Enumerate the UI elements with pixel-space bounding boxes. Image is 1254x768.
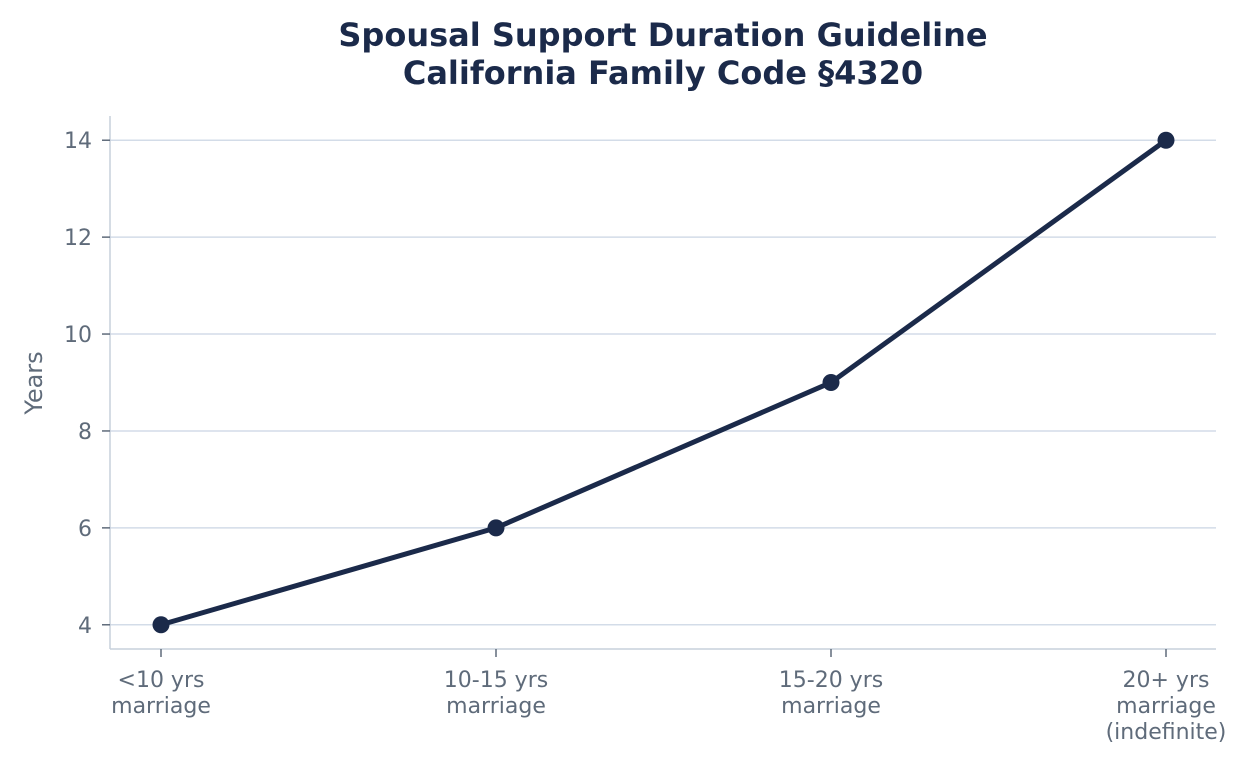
x-tick-label: <10 yrs marriage (111, 668, 211, 719)
x-tick-label-line: marriage (446, 694, 546, 719)
chart-title-line-1: Spousal Support Duration Guideline (338, 16, 987, 54)
x-tick-label-line: <10 yrs (118, 668, 205, 693)
x-tick-label-line: 20+ yrs (1123, 668, 1210, 693)
y-tick-label: 12 (64, 226, 92, 251)
y-tick-label: 10 (64, 323, 92, 348)
data-point-0 (152, 616, 170, 634)
x-tick-label-line: 10-15 yrs (444, 668, 548, 693)
x-tick-label: 10-15 yrs marriage (444, 668, 548, 719)
data-point-3 (1157, 131, 1175, 149)
x-tick-label: 15-20 yrs marriage (779, 668, 883, 719)
x-tick-label-line: marriage (781, 694, 881, 719)
y-tick-label: 4 (78, 614, 92, 639)
y-axis-ticks: 4 6 8 10 12 14 (64, 129, 110, 639)
data-points (152, 131, 1175, 634)
gridlines (110, 139, 1216, 626)
y-tick-label: 14 (64, 129, 92, 154)
x-tick-label-line: 15-20 yrs (779, 668, 883, 693)
series-line (158, 137, 1169, 628)
x-tick-label-line: marriage (111, 694, 211, 719)
y-tick-label: 8 (78, 420, 92, 445)
y-axis-label: Years (20, 351, 48, 415)
x-tick-label: 20+ yrs marriage (indefinite) (1106, 668, 1227, 745)
x-tick-label-line: marriage (1116, 694, 1216, 719)
data-point-1 (487, 519, 505, 537)
y-tick-label: 6 (78, 517, 92, 542)
chart-title-line-2: California Family Code §4320 (403, 54, 923, 92)
data-point-2 (822, 374, 840, 391)
x-tick-label-line: (indefinite) (1106, 720, 1227, 745)
